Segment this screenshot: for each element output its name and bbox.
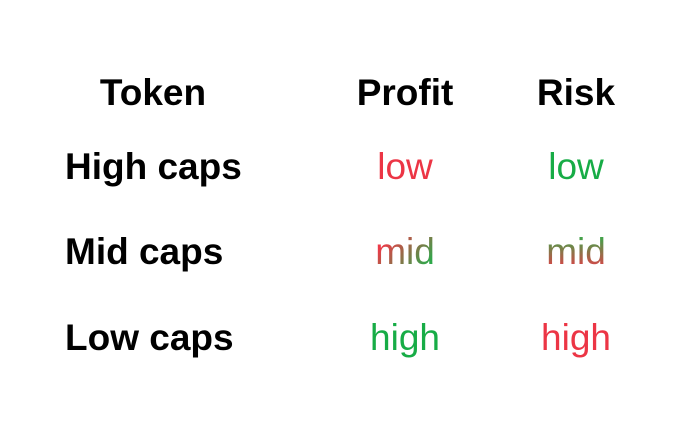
header-token: Token — [99, 72, 207, 113]
header-profit: Profit — [356, 72, 454, 113]
profit-value: high — [370, 317, 440, 358]
risk-value: high — [541, 317, 611, 358]
row-label-low-caps: Low caps — [65, 317, 234, 358]
row-label-high-caps: High caps — [65, 146, 242, 187]
profit-value: mid — [375, 231, 435, 272]
row-label-mid-caps: Mid caps — [65, 231, 224, 272]
profit-value: low — [377, 146, 433, 187]
risk-value: mid — [546, 231, 606, 272]
header-risk: Risk — [536, 72, 616, 113]
risk-value: low — [548, 146, 604, 187]
